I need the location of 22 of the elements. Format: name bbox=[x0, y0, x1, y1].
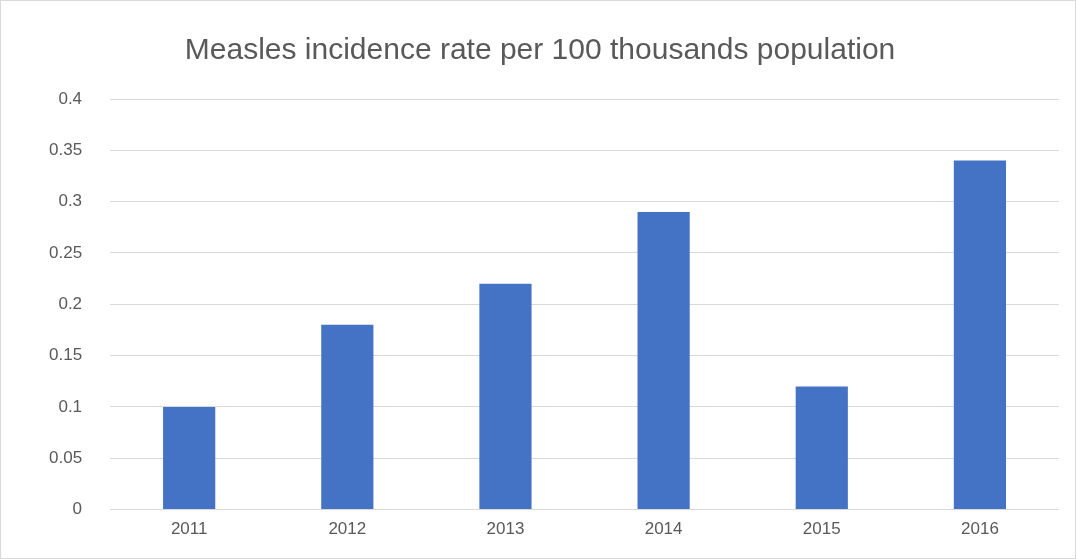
bar bbox=[479, 283, 532, 510]
bar bbox=[953, 160, 1007, 510]
chart-title: Measles incidence rate per 100 thousands population bbox=[184, 32, 896, 66]
y-tick-label: 0.35 bbox=[48, 140, 83, 160]
x-tick-label: 2016 bbox=[961, 519, 999, 539]
y-tick-label: 0.15 bbox=[48, 345, 83, 365]
bar bbox=[321, 324, 374, 510]
bar bbox=[637, 211, 690, 510]
y-tick-label: 0.1 bbox=[58, 396, 83, 416]
y-tick-label: 0.05 bbox=[48, 447, 83, 467]
y-tick-label: 0.4 bbox=[58, 88, 83, 108]
y-tick-label: 0.2 bbox=[58, 293, 83, 313]
bar bbox=[163, 406, 216, 510]
x-tick-label: 2011 bbox=[170, 519, 208, 539]
x-tick-label: 2012 bbox=[328, 519, 367, 539]
x-tick-label: 2013 bbox=[486, 519, 525, 539]
x-tick-label: 2015 bbox=[802, 519, 841, 539]
bar bbox=[795, 386, 848, 510]
x-tick-label: 2014 bbox=[644, 519, 683, 539]
y-tick-label: 0.25 bbox=[48, 242, 83, 262]
y-tick-label: 0.3 bbox=[58, 191, 83, 211]
y-tick-label: 0 bbox=[72, 499, 83, 519]
